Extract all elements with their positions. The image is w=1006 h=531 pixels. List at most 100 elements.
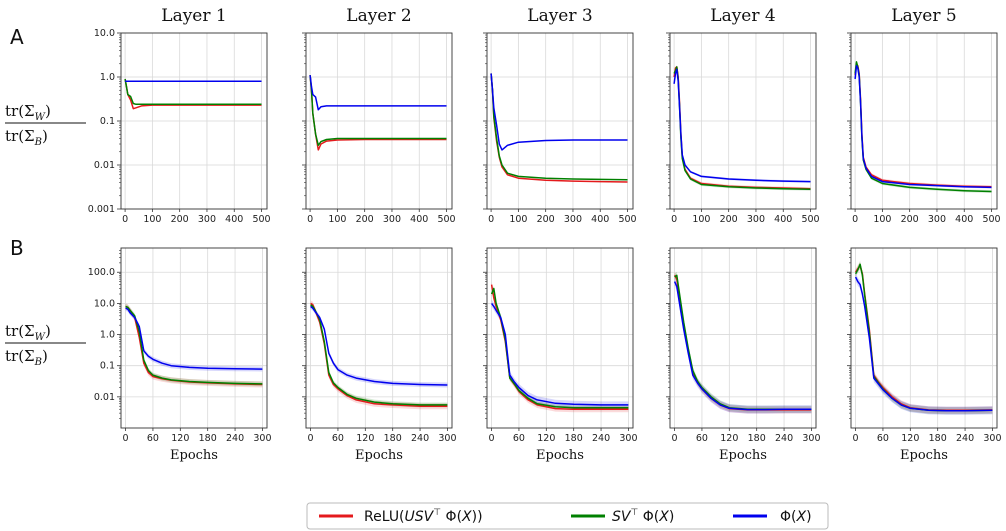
x-tick-label: 60 [332, 433, 344, 444]
x-tick-label: 300 [802, 433, 820, 444]
x-tick-label: 500 [618, 214, 636, 225]
x-tick-label: 300 [253, 433, 271, 444]
x-tick-label: 500 [801, 214, 819, 225]
panel-b3: 0 60 120 180 240 300 Epochs [483, 247, 638, 463]
x-tick-label: 400 [410, 214, 428, 225]
x-tick-label: 300 [619, 433, 637, 444]
x-tick-label: 100 [873, 214, 891, 225]
axes-frame [669, 247, 817, 429]
x-tick-label: 300 [928, 214, 946, 225]
x-tick-label: 240 [956, 433, 974, 444]
panel-a1: 0 100 200 300 400 500 0.001 0.01 0.1 1.0 10.0 Layer… [88, 6, 271, 225]
series-group [673, 271, 812, 414]
plot-area [670, 248, 816, 428]
y-tick-label: 1.0 [100, 330, 115, 341]
x-tick-label: 180 [199, 433, 217, 444]
x-tick-label: 400 [955, 214, 973, 225]
x-axis-label: Epochs [900, 448, 948, 463]
x-tick-label: 120 [356, 433, 374, 444]
x-tick-label: 200 [537, 214, 555, 225]
series-line-1 [490, 73, 628, 181]
x-tick-label: 0 [123, 433, 129, 444]
series-line-1 [309, 75, 447, 147]
series-line-2 [125, 307, 263, 370]
x-tick-label: 0 [671, 214, 677, 225]
plot-area [487, 248, 633, 428]
y-tick-label: 0.1 [100, 361, 115, 372]
panel-title: Layer 5 [891, 6, 956, 26]
x-tick-label: 240 [592, 433, 610, 444]
y-tick-label: 0.1 [100, 116, 115, 127]
x-tick-label: 0 [852, 214, 858, 225]
series-line-2 [673, 68, 811, 183]
x-tick-label: 180 [748, 433, 766, 444]
series-line-2 [310, 305, 448, 386]
x-tick-label: 400 [591, 214, 609, 225]
series-group [124, 78, 262, 110]
series-line-2 [854, 276, 993, 412]
x-tick-label: 180 [384, 433, 402, 444]
x-axis-label: Epochs [719, 448, 767, 463]
y-tick-label: 0.01 [94, 160, 115, 171]
x-tick-label: 0 [853, 433, 859, 444]
x-tick-label: 300 [983, 433, 1001, 444]
legend-box [306, 502, 829, 530]
x-tick-label: 60 [696, 433, 708, 444]
series-group [490, 73, 628, 183]
x-tick-label: 180 [929, 433, 947, 444]
y-axis-label-row-b: tr(ΣW) tr(ΣB) [5, 322, 86, 368]
series-line-1 [124, 78, 262, 106]
x-tick-label: 0 [672, 433, 678, 444]
y-tick-label: 10.0 [94, 298, 115, 309]
y-tick-label: 0.001 [88, 204, 115, 215]
series-group [490, 281, 629, 413]
panel-title: Layer 4 [710, 6, 775, 26]
x-tick-label: 100 [692, 214, 710, 225]
x-tick-label: 200 [901, 214, 919, 225]
x-tick-label: 300 [564, 214, 582, 225]
x-tick-label: 200 [171, 214, 189, 225]
x-tick-label: 200 [356, 214, 374, 225]
series-group [854, 260, 993, 415]
x-tick-label: 100 [509, 214, 527, 225]
y-axis-label-row-a: tr(ΣW) tr(ΣB) [5, 102, 86, 148]
x-tick-label: 100 [143, 214, 161, 225]
row-label-b: B [10, 236, 24, 260]
panels: 0 100 200 300 400 500 0.001 0.01 0.1 1.0 10.0 Layer… [88, 6, 1002, 463]
x-tick-label: 60 [877, 433, 889, 444]
panel-title: Layer 3 [527, 6, 592, 26]
x-tick-label: 0 [488, 214, 494, 225]
y-tick-label: 0.01 [94, 392, 115, 403]
plot-area [306, 248, 452, 428]
x-axis-label: Epochs [536, 448, 584, 463]
y-label-numerator: tr(ΣW) [5, 322, 51, 343]
legend-label-sv: SV⊤ Φ(X) [612, 508, 674, 525]
x-tick-label: 120 [171, 433, 189, 444]
y-tick-label: 1.0 [100, 72, 115, 83]
x-tick-label: 0 [308, 433, 314, 444]
x-tick-label: 60 [513, 433, 525, 444]
panel-b4: 0 60 120 180 240 300 Epochs [666, 247, 821, 463]
series-group [125, 303, 263, 388]
series-line-2 [490, 73, 628, 151]
plot-area [121, 248, 267, 428]
axes-frame [850, 247, 998, 429]
series-group [854, 60, 992, 193]
series-line-1 [125, 305, 263, 385]
series-line-2 [309, 75, 447, 111]
series-line-2 [854, 65, 992, 189]
legend-label-relu: ReLU(USV⊤ Φ(X)) [364, 508, 483, 525]
axes-frame [120, 247, 268, 429]
panel-b5: 0 60 120 180 240 300 Epochs [847, 247, 1002, 463]
x-tick-label: 500 [437, 214, 455, 225]
x-tick-label: 100 [328, 214, 346, 225]
x-tick-label: 0 [122, 214, 128, 225]
row-label-a: A [10, 25, 24, 49]
y-label-numerator: tr(ΣW) [5, 102, 51, 123]
series-line-1 [490, 287, 629, 409]
x-tick-label: 300 [198, 214, 216, 225]
x-axis-label: Epochs [355, 448, 403, 463]
x-tick-label: 240 [226, 433, 244, 444]
x-tick-label: 0 [307, 214, 313, 225]
x-tick-label: 120 [720, 433, 738, 444]
